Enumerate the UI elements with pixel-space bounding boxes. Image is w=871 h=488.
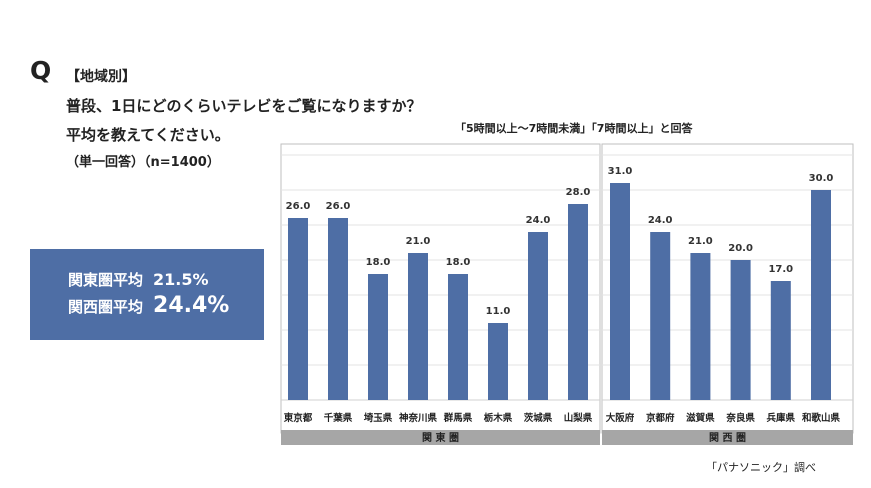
- average-summary-box: 関東圏平均 21.5% 関西圏平均 24.4%: [30, 249, 264, 340]
- bar-和歌山県: [811, 190, 831, 400]
- data-label: 18.0: [366, 257, 391, 268]
- x-tick-label: 東京都: [283, 412, 313, 424]
- data-label: 17.0: [768, 264, 793, 275]
- bar-栃木県: [488, 323, 508, 400]
- group-band-2: [602, 430, 853, 445]
- x-tick-label: 栃木県: [484, 412, 513, 424]
- group-band-1: [281, 430, 600, 445]
- question-tag: 【地域別】: [66, 69, 136, 85]
- bar-奈良県: [730, 260, 751, 400]
- data-label: 26.0: [326, 201, 351, 212]
- bar-神奈川県: [408, 253, 428, 400]
- x-tick-label: 茨城県: [524, 412, 553, 424]
- group-label: 関 東 圏: [422, 431, 459, 444]
- data-label: 24.0: [526, 215, 551, 226]
- bar-群馬県: [448, 274, 468, 400]
- bar-滋賀県: [690, 253, 711, 400]
- x-tick-label: 千葉県: [324, 412, 353, 424]
- data-label: 26.0: [286, 201, 311, 212]
- question-mark: Q: [30, 56, 52, 85]
- bar-東京都: [288, 218, 308, 400]
- source-note: 「パナソニック」調べ: [706, 461, 816, 474]
- chart-title: 「5時間以上～7時間未満」「7時間以上」と回答: [455, 122, 693, 135]
- bar-大阪府: [610, 183, 630, 400]
- x-tick-label: 群馬県: [443, 412, 473, 424]
- kansai-average: 関西圏平均 24.4%: [68, 293, 229, 318]
- x-tick-label: 兵庫県: [767, 412, 796, 424]
- x-tick-label: 奈良県: [725, 412, 755, 424]
- data-label: 28.0: [566, 187, 591, 198]
- bar-山梨県: [568, 204, 588, 400]
- data-label: 20.0: [728, 243, 753, 254]
- x-tick-label: 京都府: [646, 412, 675, 424]
- bar-兵庫県: [770, 281, 791, 400]
- bar-埼玉県: [368, 274, 388, 400]
- x-tick-label: 山梨県: [564, 412, 593, 424]
- x-tick-label: 和歌山県: [801, 412, 841, 424]
- bar-茨城県: [528, 232, 548, 400]
- data-label: 24.0: [648, 215, 673, 226]
- data-label: 30.0: [809, 173, 834, 184]
- data-label: 31.0: [608, 166, 633, 177]
- kansai-average-value: 24.4%: [153, 293, 230, 318]
- data-label: 21.0: [406, 236, 431, 247]
- data-label: 11.0: [486, 306, 511, 317]
- kansai-average-label: 関西圏平均: [68, 298, 144, 316]
- question-line-1: 普段、1日にどのくらいテレビをご覧になりますか？: [66, 97, 422, 115]
- x-tick-label: 埼玉県: [364, 412, 393, 424]
- question-line-2: 平均を教えてください。: [66, 126, 230, 144]
- kanto-average-label: 関東圏平均: [68, 271, 144, 289]
- x-tick-label: 神奈川県: [399, 412, 438, 424]
- data-label: 21.0: [688, 236, 713, 247]
- question-note: （単一回答）（n=1400）: [66, 155, 220, 170]
- kanto-average: 関東圏平均 21.5%: [68, 269, 209, 290]
- group-label: 関 西 圏: [709, 432, 746, 444]
- bar-京都府: [650, 232, 671, 400]
- x-tick-label: 大阪府: [606, 412, 635, 424]
- data-label: 18.0: [446, 257, 471, 268]
- bar-千葉県: [328, 218, 348, 400]
- kanto-average-value: 21.5%: [153, 270, 209, 289]
- x-tick-label: 滋賀県: [686, 412, 715, 424]
